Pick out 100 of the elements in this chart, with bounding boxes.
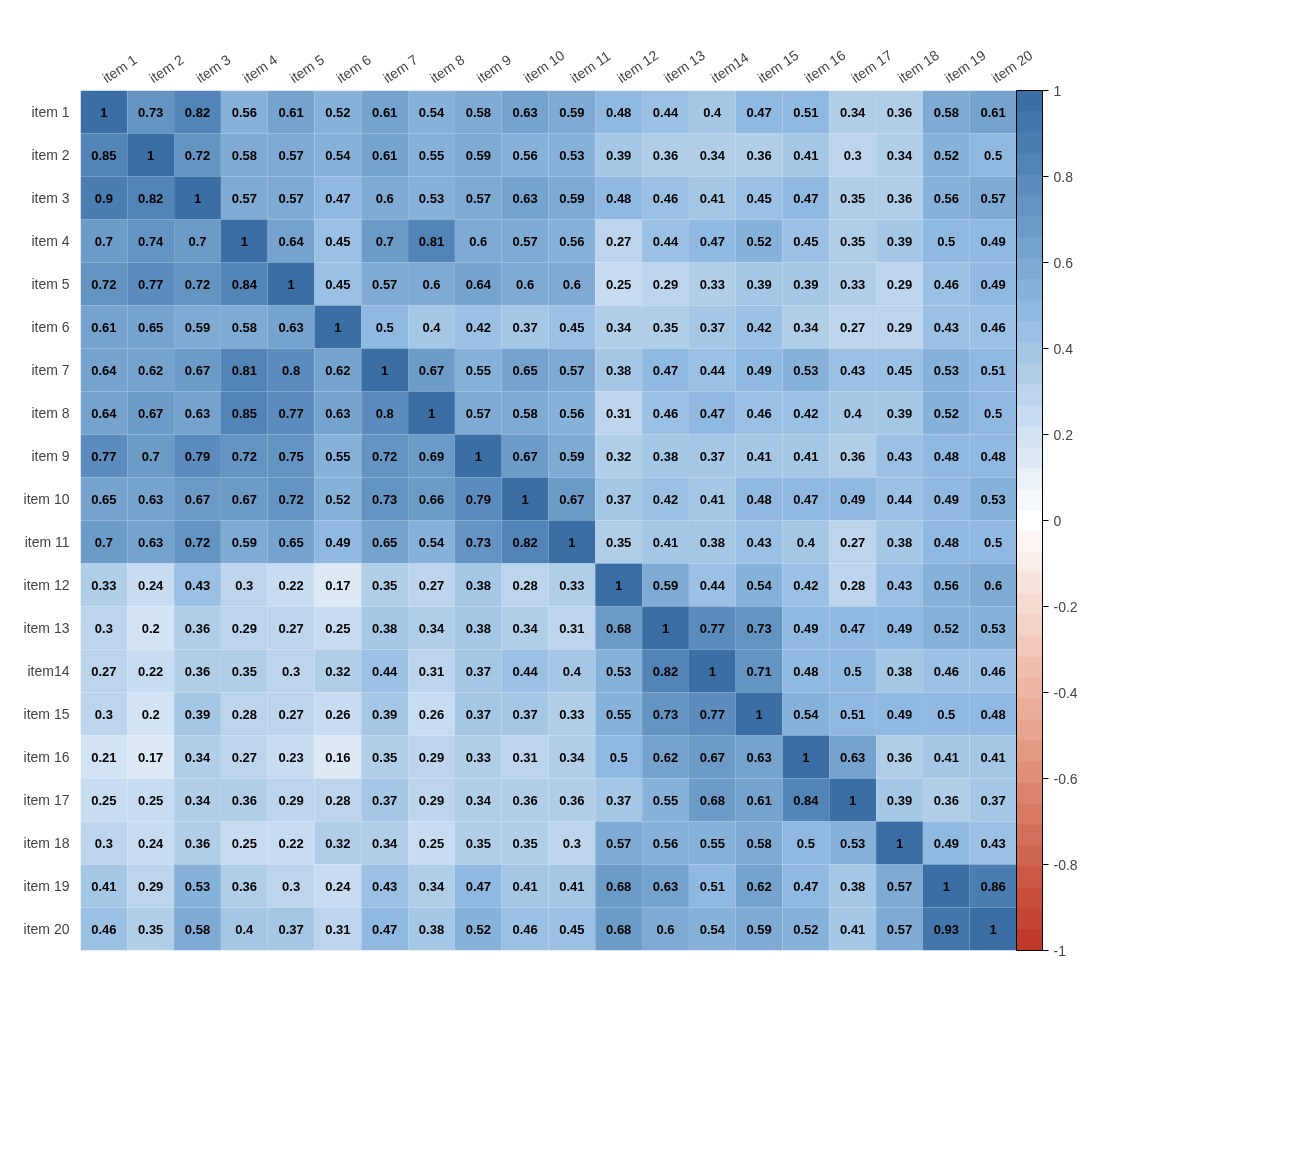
data-label: 0.25	[418, 835, 445, 851]
data-label: 0.77	[699, 620, 725, 636]
data-label: 0.5	[937, 233, 956, 249]
data-label: 0.36	[840, 448, 866, 464]
data-label: 0.52	[933, 620, 959, 636]
data-label: 0.41	[793, 147, 819, 163]
data-label: 0.31	[559, 620, 585, 636]
data-label: 1	[240, 233, 248, 249]
data-label: 0.59	[231, 534, 257, 550]
data-label: 0.6	[516, 276, 535, 292]
y-tick-label: item 9	[31, 448, 70, 464]
data-label: 0.4	[796, 534, 816, 550]
x-tick-label: item 19	[941, 46, 989, 87]
data-label: 0.43	[184, 577, 211, 593]
data-label: 0.47	[465, 878, 491, 894]
data-label: 0.77	[699, 706, 725, 722]
color-bar-label: -0.4	[1053, 684, 1078, 701]
data-label: 0.72	[184, 276, 211, 292]
data-label: 0.58	[465, 104, 491, 120]
data-label: 0.34	[512, 620, 539, 636]
y-tick-label: item 2	[31, 147, 70, 163]
data-label: 0.17	[138, 749, 164, 765]
data-label: 0.32	[606, 448, 632, 464]
data-label: 0.77	[278, 405, 304, 421]
data-label: 0.36	[886, 749, 913, 765]
data-label: 0.35	[138, 921, 164, 937]
data-label: 0.37	[278, 921, 304, 937]
data-label: 0.48	[606, 104, 632, 120]
data-label: 0.47	[793, 190, 819, 206]
data-label: 0.57	[886, 921, 913, 937]
data-label: 0.3	[94, 706, 113, 722]
data-label: 0.43	[372, 878, 398, 894]
data-label: 1	[334, 319, 342, 335]
data-label: 0.41	[793, 448, 819, 464]
y-tick-label: item 19	[23, 878, 70, 894]
data-label: 0.74	[138, 233, 165, 249]
data-label: 0.61	[372, 147, 398, 163]
data-label: 0.48	[933, 448, 959, 464]
data-label: 0.77	[138, 276, 164, 292]
data-label: 0.7	[94, 534, 113, 550]
color-bar-label: 0.6	[1053, 254, 1074, 271]
data-label: 0.59	[652, 577, 679, 593]
y-tick-label: item14	[27, 663, 70, 679]
data-label: 0.51	[699, 878, 725, 894]
color-bar-label: 0.4	[1053, 340, 1074, 357]
data-label: 0.52	[793, 921, 819, 937]
data-label: 0.62	[138, 362, 164, 378]
data-label: 0.4	[422, 319, 442, 335]
data-label: 0.46	[980, 663, 1006, 679]
y-tick-label: item 8	[31, 405, 70, 421]
data-label: 0.66	[418, 491, 445, 507]
data-label: 0.38	[606, 362, 632, 378]
data-label: 0.67	[138, 405, 164, 421]
data-label: 0.5	[796, 835, 815, 851]
x-tick-label: item 8	[426, 51, 468, 87]
data-label: 0.73	[652, 706, 679, 722]
data-label: 0.62	[325, 362, 351, 378]
data-label: 0.53	[933, 362, 959, 378]
data-label: 0.24	[325, 878, 352, 894]
data-label: 0.36	[886, 104, 913, 120]
data-label: 1	[568, 534, 576, 550]
data-label: 0.2	[141, 706, 160, 722]
data-label: 0.49	[840, 491, 866, 507]
data-label: 0.68	[699, 792, 725, 808]
data-label: 0.49	[933, 835, 959, 851]
data-label: 0.39	[886, 405, 913, 421]
data-label: 0.63	[746, 749, 772, 765]
data-label: 0.58	[746, 835, 772, 851]
x-tick-label: item 1	[99, 51, 141, 87]
data-label: 0.59	[559, 190, 585, 206]
data-label: 0.57	[231, 190, 257, 206]
data-label: 0.39	[793, 276, 819, 292]
data-label: 1	[942, 878, 950, 894]
y-tick-label: item 7	[31, 362, 70, 378]
data-label: 0.56	[512, 147, 538, 163]
data-label: 0.3	[562, 835, 581, 851]
data-label: 0.46	[512, 921, 538, 937]
data-label: 0.63	[512, 104, 538, 120]
color-bar-label: 0.2	[1053, 426, 1074, 443]
data-label: 0.28	[512, 577, 538, 593]
data-label: 0.56	[231, 104, 257, 120]
data-label: 0.63	[138, 491, 164, 507]
data-label: 0.24	[138, 835, 165, 851]
data-label: 0.61	[91, 319, 117, 335]
data-label: 0.7	[141, 448, 160, 464]
data-label: 0.79	[184, 448, 211, 464]
data-label: 0.36	[184, 835, 211, 851]
data-label: 0.45	[793, 233, 819, 249]
data-label: 0.63	[278, 319, 304, 335]
data-label: 0.46	[91, 921, 117, 937]
data-label: 0.56	[559, 405, 585, 421]
data-label: 0.63	[184, 405, 211, 421]
data-label: 0.42	[652, 491, 679, 507]
data-label: 0.53	[184, 878, 211, 894]
y-tick-label: item 17	[23, 792, 70, 808]
data-label: 0.85	[231, 405, 257, 421]
data-label: 0.72	[91, 276, 117, 292]
color-bar-label: -0.2	[1053, 598, 1078, 615]
data-label: 0.56	[559, 233, 585, 249]
data-label: 0.56	[933, 190, 959, 206]
